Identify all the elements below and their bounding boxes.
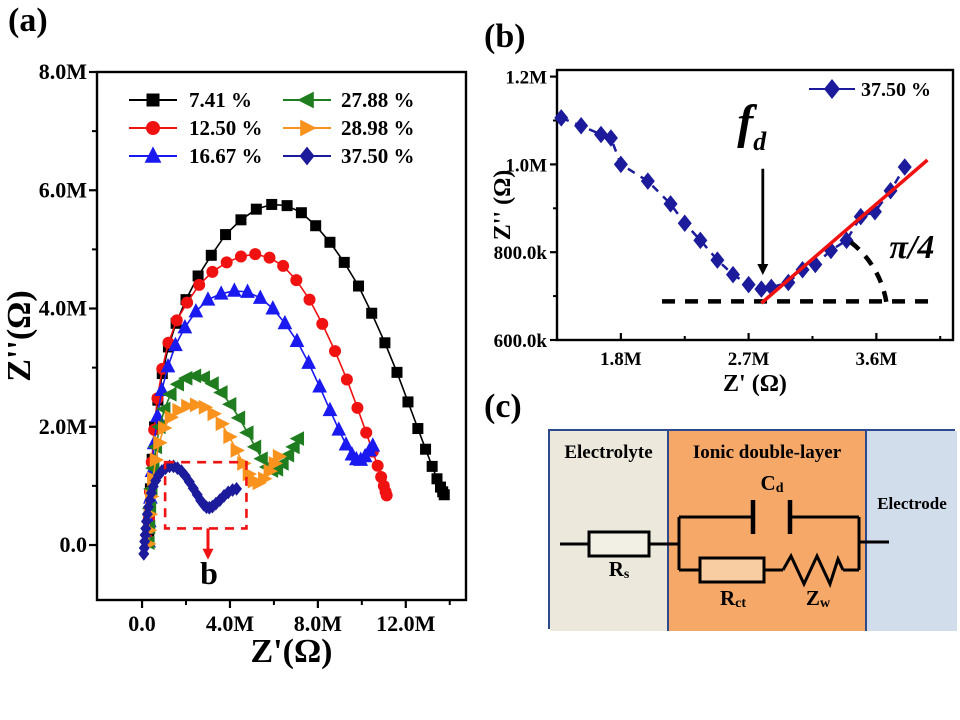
svg-text:28.98 %: 28.98 % — [341, 116, 415, 140]
svg-text:7.41 %: 7.41 % — [189, 88, 252, 112]
panel-a-annotations: b — [163, 460, 248, 591]
svg-text:12.50 %: 12.50 % — [189, 116, 263, 140]
svg-text:27.88 %: 27.88 % — [341, 88, 415, 112]
resistor-rct-symbol — [698, 556, 766, 584]
svg-text:Z' (Ω): Z' (Ω) — [723, 371, 787, 397]
svg-text:Z'' (Ω): Z'' (Ω) — [490, 170, 516, 241]
panel-a-plot: 0.0 4.0M 8.0M 12.0M0.02.0M4.0M6.0M8.0MZ'(Ω)… — [1, 59, 468, 670]
svg-text:4.0M: 4.0M — [206, 611, 255, 636]
panel-a-label: (a) — [8, 2, 48, 39]
svg-text:37.50 %: 37.50 % — [341, 144, 415, 168]
svg-text:6.0M: 6.0M — [39, 177, 88, 202]
svg-text:16.67 %: 16.67 % — [189, 144, 263, 168]
electrode-label: Electrode — [877, 494, 947, 513]
series-37.50% — [138, 459, 243, 561]
svg-text:1.0M: 1.0M — [505, 155, 547, 176]
electrode-region — [867, 431, 957, 631]
electrolyte-label: Electrolyte — [564, 442, 653, 463]
equivalent-circuit-panel: Electrolyte Ionic double-layer Electrode… — [548, 429, 957, 631]
svg-text:8.0M: 8.0M — [294, 611, 343, 636]
resistor-rct-label: Rct — [719, 586, 747, 611]
svg-text:600.0k: 600.0k — [494, 331, 548, 352]
svg-text:3.6M: 3.6M — [856, 349, 898, 370]
circuit-wiring-canvas — [560, 500, 889, 589]
svg-text:12.0M: 12.0M — [376, 611, 436, 636]
panel-b-annotations: fdπ/4 — [662, 96, 935, 305]
resistor-rs-symbol — [587, 530, 651, 558]
panel-b-legend: 37.50 % — [809, 79, 931, 101]
svg-text:800.0k: 800.0k — [494, 243, 548, 264]
svg-text:2.7M: 2.7M — [728, 349, 770, 370]
panel-b-label: (b) — [484, 18, 526, 55]
svg-text:1.2M: 1.2M — [505, 68, 547, 89]
svg-text:8.0M: 8.0M — [39, 59, 88, 84]
svg-text:1.8M: 1.8M — [600, 349, 642, 370]
resistor-rs-label: Rs — [608, 557, 630, 582]
panel-a-legend: 7.41 % 12.50 % 16.67 % 27.88 % 28.98 % 37.50 … — [129, 88, 415, 168]
svg-text:π/4: π/4 — [889, 229, 934, 266]
svg-text:Z''(Ω): Z''(Ω) — [1, 290, 38, 381]
panel-b-plot: 1.8M 2.7M 3.6M 600.0k 800.0k 1.0M 1.2M Z' (Ω) Z'… — [490, 68, 955, 397]
svg-text:Z'(Ω): Z'(Ω) — [251, 633, 333, 670]
svg-text:0.0: 0.0 — [60, 532, 88, 557]
capacitor-cd-label: Cd — [760, 471, 784, 496]
ionic-double-layer-label: Ionic double-layer — [692, 442, 842, 463]
svg-text:2.0M: 2.0M — [39, 414, 88, 439]
svg-text:0.0: 0.0 — [128, 611, 156, 636]
svg-text:b: b — [200, 555, 218, 591]
svg-text:37.50 %: 37.50 % — [861, 79, 931, 101]
ionic-double-layer-region — [667, 431, 867, 631]
svg-text:4.0M: 4.0M — [39, 296, 88, 321]
warburg-zw-label: Zw — [805, 586, 831, 611]
panel-c-label: (c) — [484, 388, 522, 425]
